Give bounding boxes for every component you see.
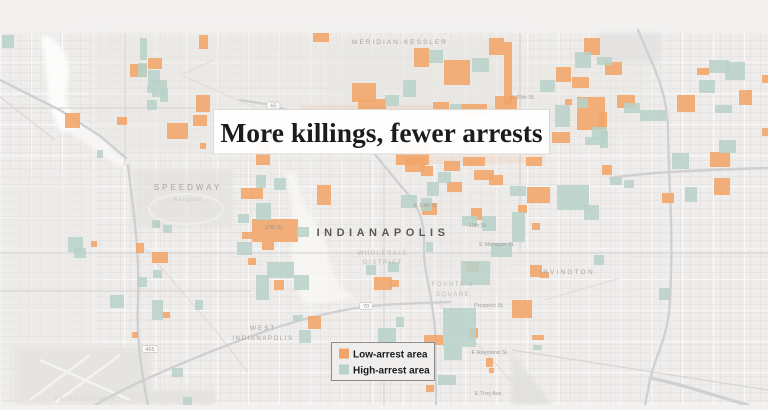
svg-text:Norgate: Norgate xyxy=(173,197,202,203)
svg-text:INDIANAPOLIS: INDIANAPOLIS xyxy=(317,227,450,239)
svg-text:465: 465 xyxy=(145,347,154,353)
svg-text:High-arrest area: High-arrest area xyxy=(353,366,430,377)
svg-text:70: 70 xyxy=(363,304,369,310)
svg-text:SQUARE: SQUARE xyxy=(436,292,470,298)
svg-text:MERIDIAN-KESSLER: MERIDIAN-KESSLER xyxy=(352,39,448,46)
svg-text:E Raymond St.: E Raymond St. xyxy=(472,350,509,356)
svg-text:IRVINGTON: IRVINGTON xyxy=(539,269,595,276)
svg-text:37th St.: 37th St. xyxy=(265,225,284,231)
svg-text:WHOLESALE: WHOLESALE xyxy=(358,251,409,257)
svg-text:DISTRICT: DISTRICT xyxy=(363,260,403,266)
svg-text:WEST: WEST xyxy=(250,325,276,332)
svg-text:INDIANAPOLIS: INDIANAPOLIS xyxy=(232,336,293,342)
svg-text:E Troy Ave.: E Troy Ave. xyxy=(475,391,503,397)
svg-text:Prospect St.: Prospect St. xyxy=(474,303,504,309)
svg-text:E 25th St.: E 25th St. xyxy=(511,95,536,101)
svg-text:E 10th St.: E 10th St. xyxy=(414,203,439,209)
svg-text:FAIRGROUNDS: FAIRGROUNDS xyxy=(55,397,116,403)
svg-text:Low-arrest area: Low-arrest area xyxy=(353,350,428,361)
svg-text:FOUNTAIN: FOUNTAIN xyxy=(432,282,474,288)
svg-text:10th St.: 10th St. xyxy=(469,223,488,229)
svg-text:65: 65 xyxy=(270,104,276,110)
svg-text:SPEEDWAY: SPEEDWAY xyxy=(154,183,222,192)
svg-text:More killings, fewer arrests: More killings, fewer arrests xyxy=(220,117,543,148)
svg-text:E Michigan St.: E Michigan St. xyxy=(479,242,515,248)
